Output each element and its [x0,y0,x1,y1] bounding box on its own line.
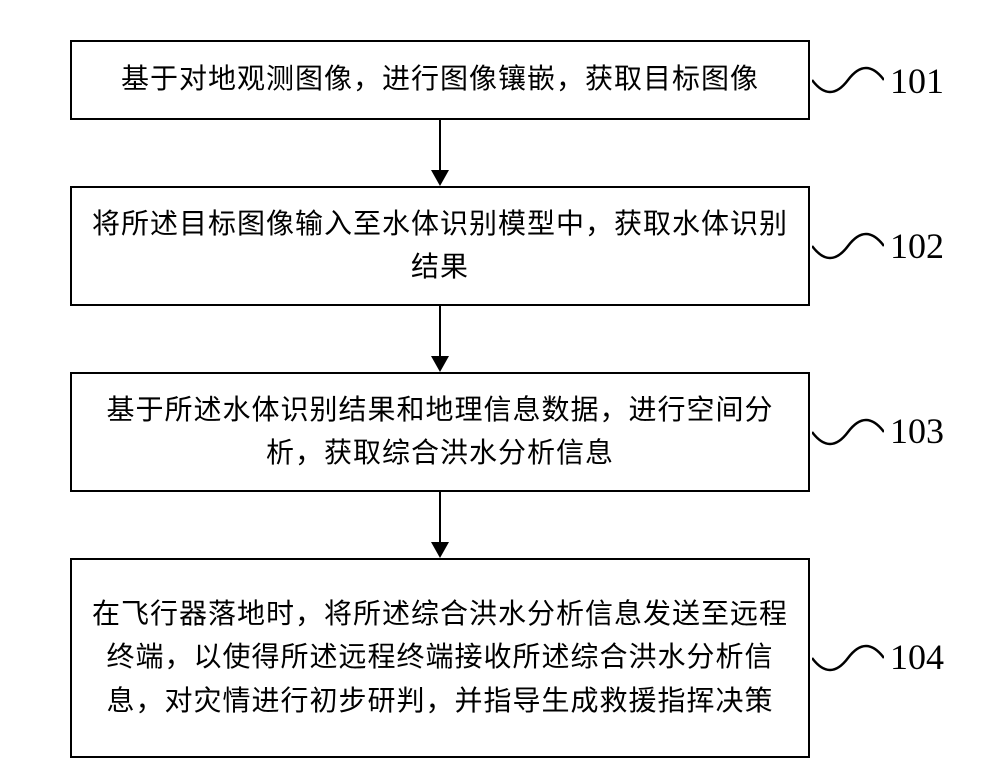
arrow-103-104 [439,492,441,544]
step-label-104: 104 [890,636,944,678]
step-box-103: 基于所述水体识别结果和地理信息数据，进行空间分析，获取综合洪水分析信息 [70,372,810,492]
step-label-102: 102 [890,225,944,267]
arrow-head-101-102 [431,170,449,186]
arrow-head-103-104 [431,542,449,558]
step-box-102: 将所述目标图像输入至水体识别模型中，获取水体识别结果 [70,186,810,306]
arrow-101-102 [439,120,441,172]
arrow-102-103 [439,306,441,358]
step-text-101: 基于对地观测图像，进行图像镶嵌，获取目标图像 [121,58,759,101]
step-text-103: 基于所述水体识别结果和地理信息数据，进行空间分析，获取综合洪水分析信息 [92,389,788,476]
connector-curl-104 [812,634,884,682]
step-label-103: 103 [890,410,944,452]
step-label-101: 101 [890,60,944,102]
step-box-101: 基于对地观测图像，进行图像镶嵌，获取目标图像 [70,40,810,120]
step-text-104: 在飞行器落地时，将所述综合洪水分析信息发送至远程终端，以使得所述远程终端接收所述… [92,593,788,723]
connector-curl-103 [812,408,884,456]
step-text-102: 将所述目标图像输入至水体识别模型中，获取水体识别结果 [92,203,788,290]
connector-curl-102 [812,222,884,270]
arrow-head-102-103 [431,356,449,372]
connector-curl-101 [812,56,884,104]
step-box-104: 在飞行器落地时，将所述综合洪水分析信息发送至远程终端，以使得所述远程终端接收所述… [70,558,810,758]
flowchart-canvas: 基于对地观测图像，进行图像镶嵌，获取目标图像 101 将所述目标图像输入至水体识… [0,0,1000,782]
